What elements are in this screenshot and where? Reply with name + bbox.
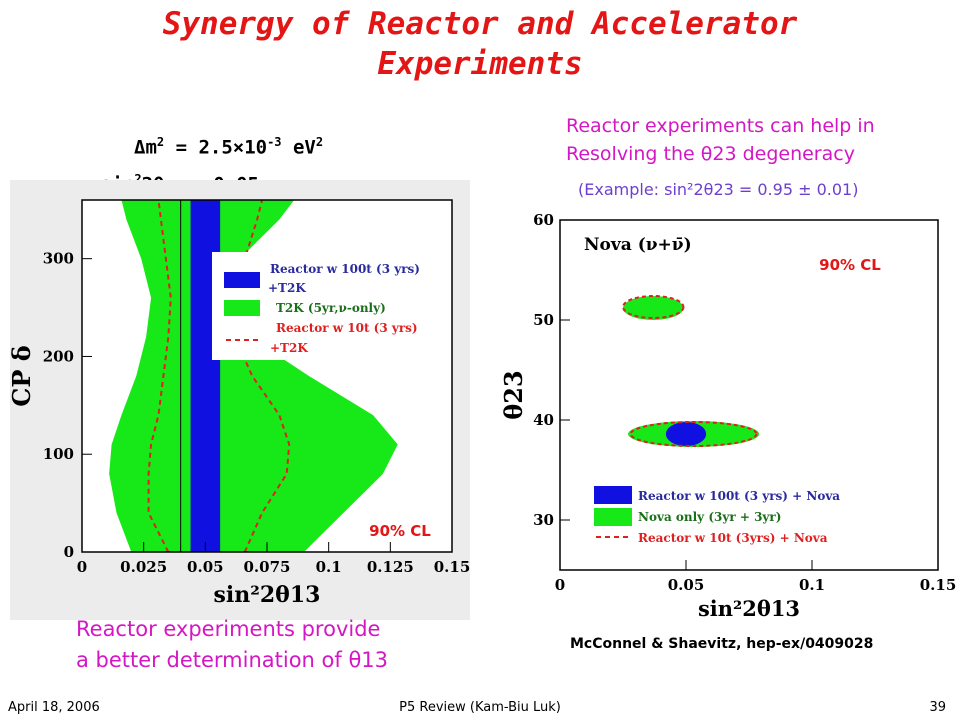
reactor-100t-nova-region-0 <box>665 422 707 446</box>
x-tick-label: 0.1 <box>316 558 342 576</box>
x-tick-label: 0.125 <box>367 558 414 576</box>
legend-swatch-nova-only <box>594 508 632 526</box>
y-tick-label: 0 <box>64 543 74 561</box>
right-legend: Reactor w 100t (3 yrs) + Nova Nova only (… <box>594 486 840 545</box>
dm2-exp: 2 <box>156 135 165 149</box>
t2k-region <box>109 200 398 552</box>
reactor-10t-left-contour <box>147 199 172 553</box>
right-note-line-2: Resolving the θ23 degeneracy <box>566 143 855 165</box>
left-legend: Reactor w 100t (3 yrs) +T2K T2K (5yr,ν-onl… <box>212 252 426 360</box>
right-note-line-1: Reactor experiments can help in <box>566 115 875 137</box>
y-tick-label: 100 <box>43 445 74 463</box>
legend-swatch-reactor-100t-nova <box>594 486 632 504</box>
x-tick-label: 0.025 <box>120 558 167 576</box>
legend-swatch-t2k <box>224 300 260 316</box>
legend-label-4: +T2K <box>270 341 308 355</box>
y-tick-label: 30 <box>533 511 554 529</box>
dm2-unit-exp: 2 <box>315 135 324 149</box>
x-tick-label: 0.05 <box>668 576 705 594</box>
dm2-value-exp: -3 <box>267 135 282 149</box>
left-note: Reactor experiments provide a better det… <box>76 614 388 676</box>
reactor-10t-nova-contour-1 <box>629 421 758 447</box>
right-y-axis-label: θ23 <box>499 370 528 419</box>
x-tick-label: 0 <box>77 558 87 576</box>
right-legend-label-0: Reactor w 100t (3 yrs) + Nova <box>638 489 840 503</box>
citation: McConnel & Shaevitz, hep-ex/0409028 <box>570 636 874 652</box>
left-y-axis-label: CP δ <box>7 345 36 407</box>
footer-date: April 18, 2006 <box>8 700 100 715</box>
y-tick-label: 200 <box>43 347 74 365</box>
right-x-axis-label: sin²2θ13 <box>698 596 800 621</box>
y-tick-label: 300 <box>43 250 74 268</box>
sin-exp: 2 <box>134 172 142 187</box>
y-tick-label: 40 <box>533 411 554 429</box>
left-cl-label: 90% CL <box>369 522 431 540</box>
title-line-1: Synergy of Reactor and Accelerator <box>162 6 798 42</box>
footer-presenter: P5 Review (Kam-Biu Luk) <box>399 700 561 715</box>
right-legend-label-1: Nova only (3yr + 3yr) <box>638 510 781 524</box>
legend-swatch-reactor-100t <box>224 272 260 288</box>
x-tick-label: 0.1 <box>799 576 825 594</box>
right-axes-frame <box>559 219 939 571</box>
left-x-axis-label: sin²2θ13 <box>214 582 321 608</box>
x-tick-label: 0.15 <box>920 576 957 594</box>
footer-page-number: 39 <box>929 700 946 715</box>
left-note-line-2: a better determination of θ13 <box>76 648 389 672</box>
legend-label-1: +T2K <box>268 281 306 295</box>
y-tick-label: 50 <box>533 311 554 329</box>
x-tick-label: 0.15 <box>434 558 471 576</box>
nova-region-0 <box>623 296 684 320</box>
legend-label-0: Reactor w 100t (3 yrs) <box>270 262 420 276</box>
dm2-unit: eV <box>281 136 316 159</box>
right-note: Reactor experiments can help in Resolvin… <box>566 112 875 168</box>
legend-label-3: Reactor w 10t (3 yrs) <box>276 321 418 335</box>
y-tick-label: 60 <box>533 211 554 229</box>
x-tick-label: 0 <box>555 576 565 594</box>
reactor-10t-nova-contour-0 <box>622 295 685 319</box>
x-tick-label: 0.075 <box>244 558 291 576</box>
x-tick-label: 0.05 <box>187 558 224 576</box>
left-note-line-1: Reactor experiments provide <box>76 617 381 641</box>
title-line-2: Experiments <box>377 46 583 82</box>
slide-title: Synergy of Reactor and Accelerator Exper… <box>100 4 860 84</box>
left-chart: Reactor w 100t (3 yrs) +T2K T2K (5yr,ν-onl… <box>7 199 471 608</box>
example-note: (Example: sin²2θ23 = 0.95 ± 0.01) <box>578 180 859 199</box>
dm2-parameter: Δm2 = 2.5×10-3 eV2 <box>100 126 420 163</box>
dm2-value: = 2.5×10 <box>164 136 268 159</box>
dm2-symbol: Δm <box>134 136 157 159</box>
right-chart: Nova (ν+ν̄) 90% CL Reactor w 100t (3 yrs) … <box>499 211 956 621</box>
right-cl-label: 90% CL <box>819 256 881 274</box>
reactor-10t-right-contour <box>231 199 291 553</box>
right-legend-label-2: Reactor w 10t (3yrs) + Nova <box>638 531 828 545</box>
legend-label-2: T2K (5yr,ν-only) <box>276 301 386 315</box>
right-chart-title: Nova (ν+ν̄) <box>584 235 692 255</box>
